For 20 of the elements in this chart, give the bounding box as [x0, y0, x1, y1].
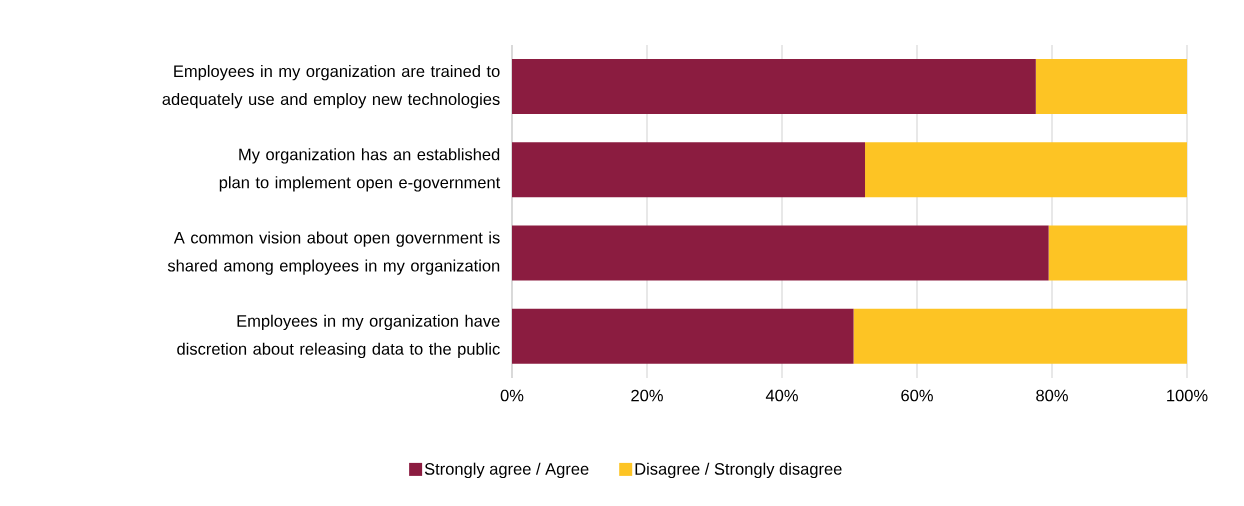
- bar: [1035, 59, 1188, 115]
- y-tick-label: A common vision about open government is shared among employees in my organization: [167, 231, 500, 275]
- y-tick-label: My organization has an established plan to implement open e-government: [219, 148, 501, 192]
- x-tick-label: 40%: [765, 389, 798, 402]
- x-tick-label: 80%: [1036, 389, 1068, 402]
- x-tick-label: 20%: [631, 389, 663, 402]
- x-tick-label: 0%: [500, 389, 524, 402]
- bar: [512, 142, 866, 198]
- bar: [865, 142, 1188, 198]
- y-tick-label: Employees in my organization are trained to adequately use and employ new technologies: [162, 64, 500, 109]
- x-tick-label: 100%: [1167, 389, 1208, 402]
- y-tick-label: Employees in my organization have discretion about releasing data to the public: [177, 314, 500, 359]
- x-tick-label: 60%: [901, 389, 933, 402]
- bar: [853, 308, 1188, 364]
- bar: [1048, 225, 1188, 281]
- bar: [512, 308, 854, 364]
- bar: [512, 225, 1049, 281]
- legend-label: Disagree / Strongly disagree: [635, 462, 842, 479]
- legend-label: Strongly agree / Agree: [424, 462, 589, 479]
- bar: [512, 59, 1036, 115]
